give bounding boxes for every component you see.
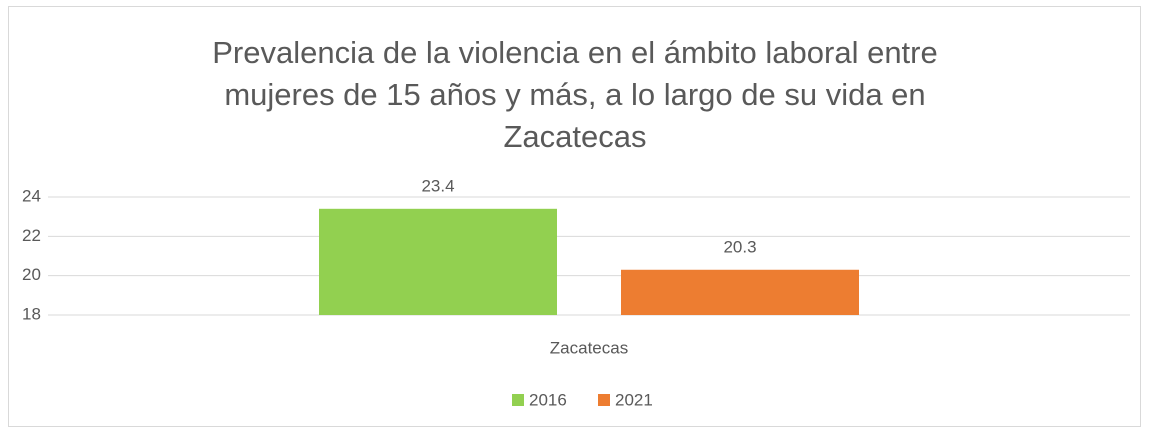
chart-title: Prevalencia de la violencia en el ámbito…: [212, 35, 938, 154]
data-label: 20.3: [723, 237, 756, 256]
y-tick-label: 20: [22, 265, 41, 284]
y-tick-label: 24: [22, 186, 41, 205]
legend-swatch: [598, 394, 610, 406]
data-label: 23.4: [421, 176, 454, 195]
bar: [319, 208, 557, 315]
x-tick-label: Zacatecas: [550, 338, 628, 357]
legend-swatch: [512, 394, 524, 406]
y-tick-label: 18: [22, 304, 41, 323]
legend-label: 2016: [529, 390, 567, 409]
chart-border: [8, 6, 1141, 427]
y-tick-label: 22: [22, 226, 41, 245]
legend-label: 2021: [615, 390, 653, 409]
bar: [621, 269, 859, 315]
